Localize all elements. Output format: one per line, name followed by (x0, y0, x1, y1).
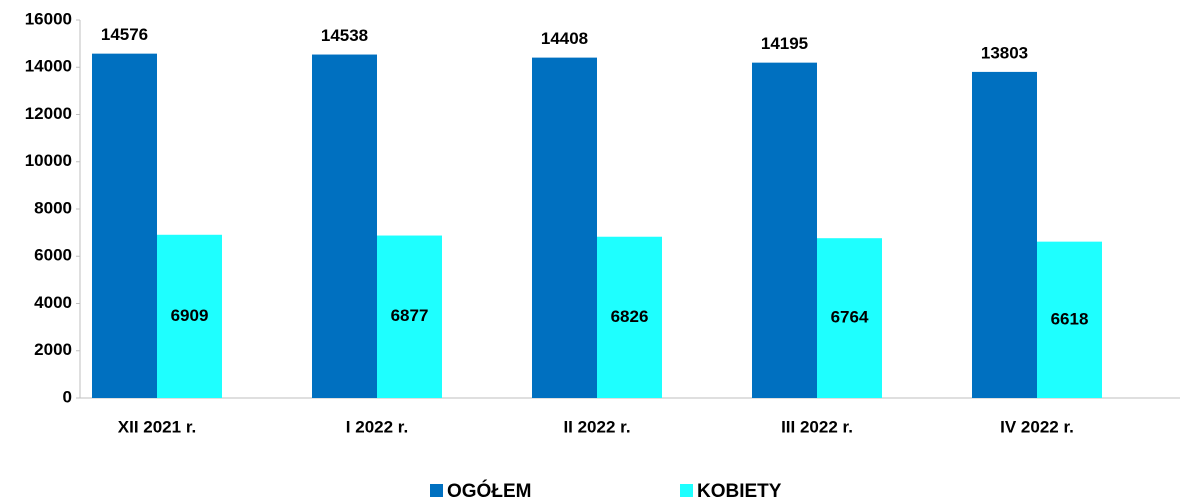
y-tick-label: 6000 (34, 246, 72, 265)
legend-swatch (430, 484, 443, 497)
y-tick-label: 4000 (34, 293, 72, 312)
data-label: 6826 (611, 307, 649, 326)
y-tick-label: 0 (63, 387, 72, 406)
x-tick-label: IV 2022 r. (1000, 417, 1074, 436)
legend-swatch (680, 484, 693, 497)
bar (817, 238, 882, 398)
data-label: 14195 (761, 34, 808, 53)
data-label: 14538 (321, 26, 368, 45)
y-tick-label: 10000 (25, 151, 72, 170)
data-label: 6618 (1051, 309, 1089, 328)
data-label: 13803 (981, 43, 1028, 62)
data-label: 14576 (101, 25, 148, 44)
y-tick-label: 12000 (25, 104, 72, 123)
y-tick-label: 16000 (25, 9, 72, 28)
legend-label: KOBIETY (697, 481, 782, 501)
y-tick-label: 2000 (34, 340, 72, 359)
bar (312, 54, 377, 399)
bar (532, 57, 597, 399)
bar (92, 53, 157, 398)
x-tick-label: XII 2021 r. (118, 417, 196, 436)
y-tick-label: 14000 (25, 57, 72, 76)
bar (157, 234, 222, 398)
bar (1037, 241, 1102, 398)
x-tick-label: II 2022 r. (563, 417, 630, 436)
data-label: 14408 (541, 29, 588, 48)
bar (597, 236, 662, 398)
bar (752, 62, 817, 398)
y-tick-label: 8000 (34, 198, 72, 217)
data-label: 6877 (391, 306, 429, 325)
x-tick-label: III 2022 r. (781, 417, 853, 436)
legend-label: OGÓŁEM (447, 480, 531, 501)
data-label: 6909 (171, 306, 209, 325)
bar (377, 235, 442, 398)
data-label: 6764 (831, 308, 869, 327)
x-tick-label: I 2022 r. (346, 417, 408, 436)
bar (972, 71, 1037, 399)
